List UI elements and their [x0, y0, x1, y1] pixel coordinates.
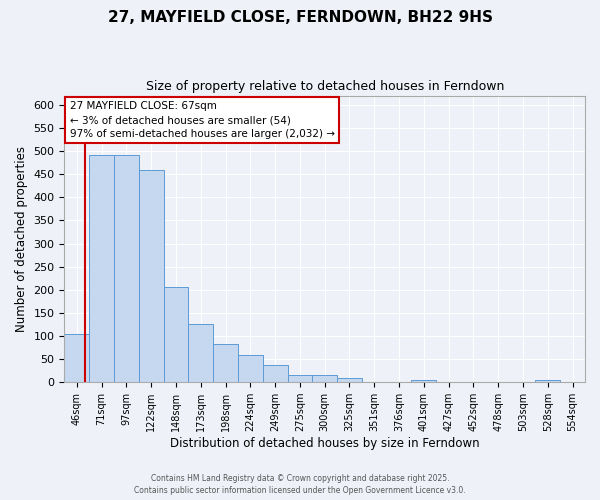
Text: Contains HM Land Registry data © Crown copyright and database right 2025.
Contai: Contains HM Land Registry data © Crown c…: [134, 474, 466, 495]
Bar: [287, 376, 313, 382]
Bar: [412, 380, 436, 382]
X-axis label: Distribution of detached houses by size in Ferndown: Distribution of detached houses by size …: [170, 437, 479, 450]
Y-axis label: Number of detached properties: Number of detached properties: [15, 146, 28, 332]
Bar: [164, 286, 188, 382]
Title: Size of property relative to detached houses in Ferndown: Size of property relative to detached ho…: [146, 80, 504, 93]
Bar: [188, 324, 213, 382]
Bar: [238, 355, 263, 382]
Text: 27 MAYFIELD CLOSE: 67sqm
← 3% of detached houses are smaller (54)
97% of semi-de: 27 MAYFIELD CLOSE: 67sqm ← 3% of detache…: [70, 102, 335, 140]
Bar: [64, 334, 89, 382]
Bar: [139, 170, 164, 382]
Bar: [89, 154, 114, 382]
Bar: [114, 154, 139, 382]
Bar: [313, 376, 337, 382]
Bar: [263, 365, 287, 382]
Bar: [337, 378, 362, 382]
Text: 27, MAYFIELD CLOSE, FERNDOWN, BH22 9HS: 27, MAYFIELD CLOSE, FERNDOWN, BH22 9HS: [107, 10, 493, 25]
Bar: [213, 344, 238, 382]
Bar: [535, 380, 560, 382]
